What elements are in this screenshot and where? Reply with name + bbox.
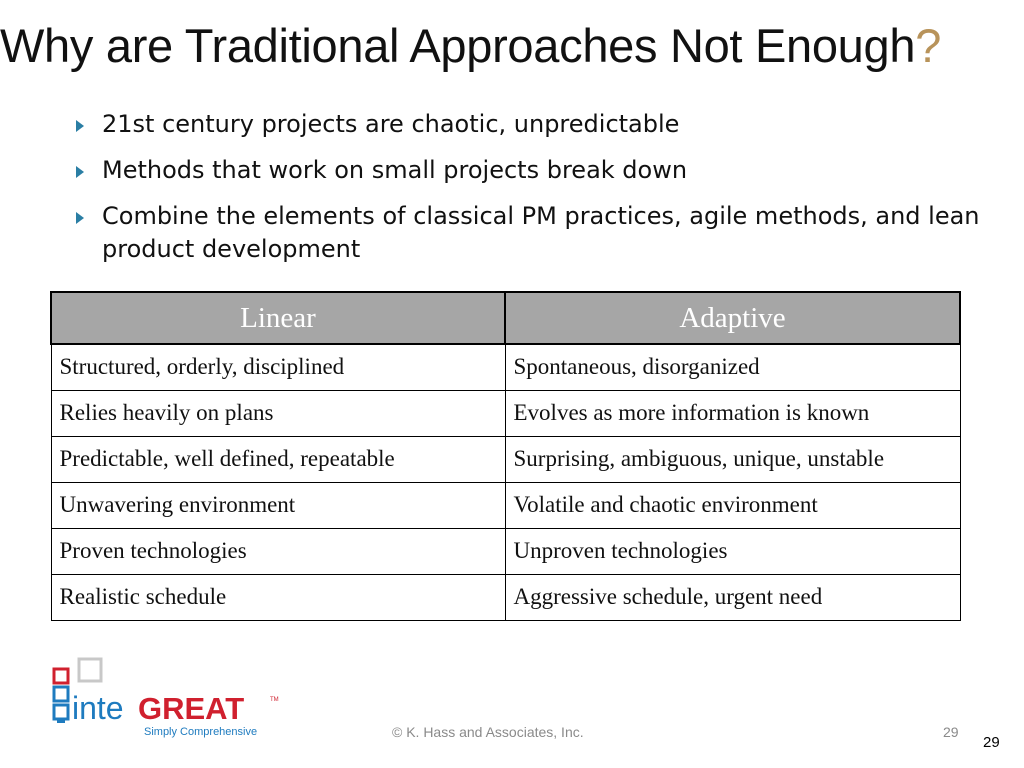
table-cell: Realistic schedule [50,574,506,621]
table-cell: Relies heavily on plans [50,390,506,437]
page-number: 29 [983,734,1000,751]
page-number-gray: 29 [943,724,959,740]
logo-graphic: inte GREAT TM Simply Comprehensive [52,657,279,738]
table-cell: Surprising, ambiguous, unique, unstable [504,436,961,483]
header-linear: Linear [50,291,506,345]
table-row: Relies heavily on plans Evolves as more … [50,390,961,437]
table-cell: Structured, orderly, disciplined [50,343,506,391]
bullet-item: 21st century projects are chaotic, unpre… [72,108,1002,141]
table-cell: Unwavering environment [50,482,506,529]
table-cell: Volatile and chaotic environment [504,482,961,529]
bullet-text: Combine the elements of classical PM pra… [102,202,980,263]
table-cell: Unproven technologies [504,528,961,575]
table-row: Structured, orderly, disciplined Spontan… [50,343,961,391]
table-cell: Aggressive schedule, urgent need [504,574,961,621]
logo-tagline: Simply Comprehensive [144,726,257,738]
logo-trademark: TM [270,697,279,703]
slide-title: Why are Traditional Approaches Not Enoug… [0,18,941,73]
table-row: Proven technologies Unproven technologie… [50,528,961,575]
bullet-item: Combine the elements of classical PM pra… [72,200,1002,266]
table-cell: Evolves as more information is known [504,390,961,437]
table-row: Predictable, well defined, repeatable Su… [50,436,961,483]
integreat-logo: inte GREAT TM Simply Comprehensive [52,657,282,742]
copyright-footer: © K. Hass and Associates, Inc. [392,724,584,740]
bullet-text: Methods that work on small projects brea… [102,156,688,184]
table-row: Unwavering environment Volatile and chao… [50,482,961,529]
bullet-arrow-icon [76,212,84,224]
logo-prefix: inte [72,690,124,726]
table-cell: Spontaneous, disorganized [504,343,961,391]
table-cell: Predictable, well defined, repeatable [50,436,506,483]
table-header-row: Linear Adaptive [50,291,961,345]
bullet-list: 21st century projects are chaotic, unpre… [72,108,1002,279]
bullet-arrow-icon [76,166,84,178]
bullet-text: 21st century projects are chaotic, unpre… [102,110,680,138]
table-row: Realistic schedule Aggressive schedule, … [50,574,961,621]
table-cell: Proven technologies [50,528,506,575]
comparison-table: Linear Adaptive Structured, orderly, dis… [50,291,961,621]
header-adaptive: Adaptive [504,291,961,345]
slide-title-text: Why are Traditional Approaches Not Enoug… [0,19,916,72]
logo-brand: GREAT [138,691,244,726]
bullet-arrow-icon [76,120,84,132]
bullet-item: Methods that work on small projects brea… [72,154,1002,187]
title-question-mark: ? [915,19,942,72]
